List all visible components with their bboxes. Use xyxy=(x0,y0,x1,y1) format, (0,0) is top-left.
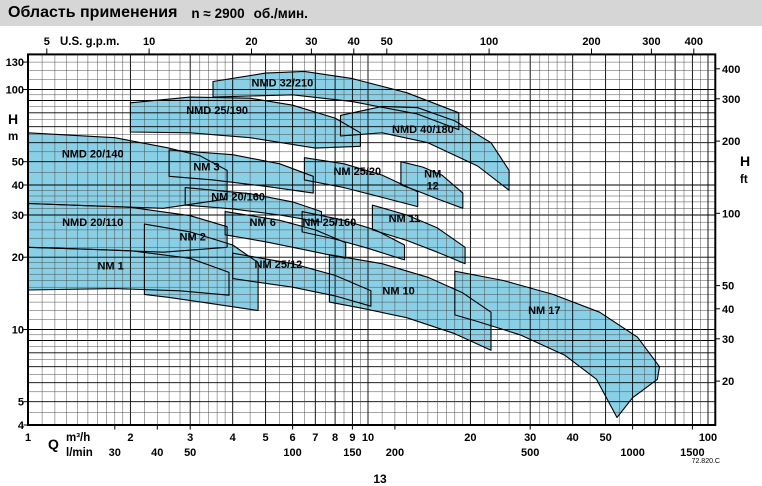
region-label-nm-25-160: NM 25/160 xyxy=(302,217,356,229)
page-number: 13 xyxy=(358,472,402,486)
tick-label-h-m: 5 xyxy=(18,397,24,409)
tick-label-m3h: 8 xyxy=(332,432,338,444)
tick-label-lmin: 100 xyxy=(283,447,301,459)
tick-label-gpm: 100 xyxy=(480,36,498,48)
axis-top-unit: U.S. g.p.m. xyxy=(60,36,119,48)
region-label-nmd-20-110: NMD 20/110 xyxy=(62,217,123,229)
region-label-nm-25-20: NM 25/20 xyxy=(333,166,381,178)
tick-label-h-ft: 300 xyxy=(722,94,740,106)
region-label-nm-3: NM 3 xyxy=(193,161,219,173)
tick-label-h-ft: 400 xyxy=(722,64,740,76)
tick-label-m3h: 20 xyxy=(464,432,476,444)
tick-label-m3h: 4 xyxy=(230,432,237,444)
tick-label-lmin: 30 xyxy=(109,447,121,459)
tick-label-h-m: 20 xyxy=(12,252,24,264)
tick-label-h-m: 130 xyxy=(6,57,24,69)
tick-label-gpm: 5 xyxy=(44,36,50,48)
axis-ft-unit: ft xyxy=(740,174,748,186)
tick-label-m3h: 9 xyxy=(349,432,355,444)
axis-q-label: Q xyxy=(48,436,59,452)
speed-unit-label: об./мин. xyxy=(254,6,308,21)
region-label-nm-2: NM 2 xyxy=(180,231,206,243)
region-label-nmd-32-210: NMD 32/210 xyxy=(252,77,314,89)
tick-label-m3h: 3 xyxy=(187,432,193,444)
tick-label-h-ft: 20 xyxy=(722,376,734,388)
axis-m-unit: m xyxy=(8,131,18,143)
region-label-nm-1: NM 1 xyxy=(97,260,123,272)
tick-label-gpm: 50 xyxy=(381,36,393,48)
region-label-nm-11: NM 11 xyxy=(389,213,421,225)
tick-label-m3h: 6 xyxy=(290,432,296,444)
tick-label-m3h: 30 xyxy=(524,432,536,444)
axis-m3h-unit: m³/h xyxy=(66,432,90,444)
title-bar: Область применения n ≈ 2900 об./мин. xyxy=(0,0,762,26)
tick-label-h-ft: 100 xyxy=(722,208,740,220)
tick-label-h-ft: 200 xyxy=(722,136,740,148)
axis-top-gpm: 5 10 20 30 40 50 100 200 300 400 U.S. g.p.m. xyxy=(44,36,703,54)
tick-label-gpm: 40 xyxy=(348,36,360,48)
tick-label-gpm: 300 xyxy=(642,36,660,48)
tick-label-gpm: 30 xyxy=(305,36,317,48)
tick-label-gpm: 200 xyxy=(582,36,600,48)
tick-label-lmin: 500 xyxy=(521,447,539,459)
axis-lmin-unit: l/min xyxy=(66,447,93,459)
region-label-nm-6: NM 6 xyxy=(250,217,276,229)
doc-reference: 72.820.C xyxy=(646,458,720,465)
tick-label-lmin: 50 xyxy=(184,447,196,459)
axis-left-m: 130 100 50 40 30 20 10 5 4 Hm xyxy=(6,57,28,432)
speed-label: n ≈ 2900 xyxy=(191,6,244,21)
tick-label-m3h: 50 xyxy=(599,432,611,444)
tick-label-h-m: 10 xyxy=(12,325,24,337)
tick-label-lmin: 150 xyxy=(343,447,361,459)
tick-label-h-m: 100 xyxy=(6,85,24,97)
tick-label-m3h: 100 xyxy=(699,432,717,444)
tick-label-m3h: 40 xyxy=(567,432,579,444)
tick-label-h-m: 30 xyxy=(12,210,24,222)
region-label-nm-10: NM 10 xyxy=(382,285,414,297)
tick-label-h-ft: 50 xyxy=(722,281,734,293)
axis-h-left-label: H xyxy=(8,111,18,127)
tick-label-m3h: 2 xyxy=(127,432,133,444)
region-label-nmd-25-190: NMD 25/190 xyxy=(186,105,248,117)
tick-label-m3h: 7 xyxy=(312,432,318,444)
region-label-nm-17: NM 17 xyxy=(528,305,560,317)
tick-label-m3h: 5 xyxy=(263,432,269,444)
region-label-nmd-20-140: NMD 20/140 xyxy=(62,149,124,161)
tick-label-m3h: 1 xyxy=(25,432,31,444)
tick-label-h-ft: 30 xyxy=(722,334,734,346)
tick-label-h-ft: 40 xyxy=(722,304,734,316)
axis-h-right-label: H xyxy=(740,153,750,169)
axis-right-ft: 400 300 200 100 50 40 30 20 Hft xyxy=(715,64,750,388)
tick-label-h-m: 4 xyxy=(18,420,25,432)
region-label-nmd-40-180: NMD 40/180 xyxy=(392,124,454,136)
region-label-nm-20-160: NM 20/160 xyxy=(211,191,265,203)
tick-label-m3h: 10 xyxy=(362,432,374,444)
tick-label-lmin: 200 xyxy=(386,447,404,459)
tick-label-h-m: 50 xyxy=(12,157,24,169)
tick-label-lmin: 1000 xyxy=(620,447,644,459)
tick-label-gpm: 20 xyxy=(245,36,257,48)
tick-label-gpm: 400 xyxy=(685,36,703,48)
tick-label-h-m: 40 xyxy=(12,180,24,192)
page-title: Область применения xyxy=(8,4,177,22)
region-label-nm-25-12: NM 25/12 xyxy=(255,259,303,271)
tick-label-lmin: 40 xyxy=(151,447,163,459)
tick-label-gpm: 10 xyxy=(143,36,155,48)
